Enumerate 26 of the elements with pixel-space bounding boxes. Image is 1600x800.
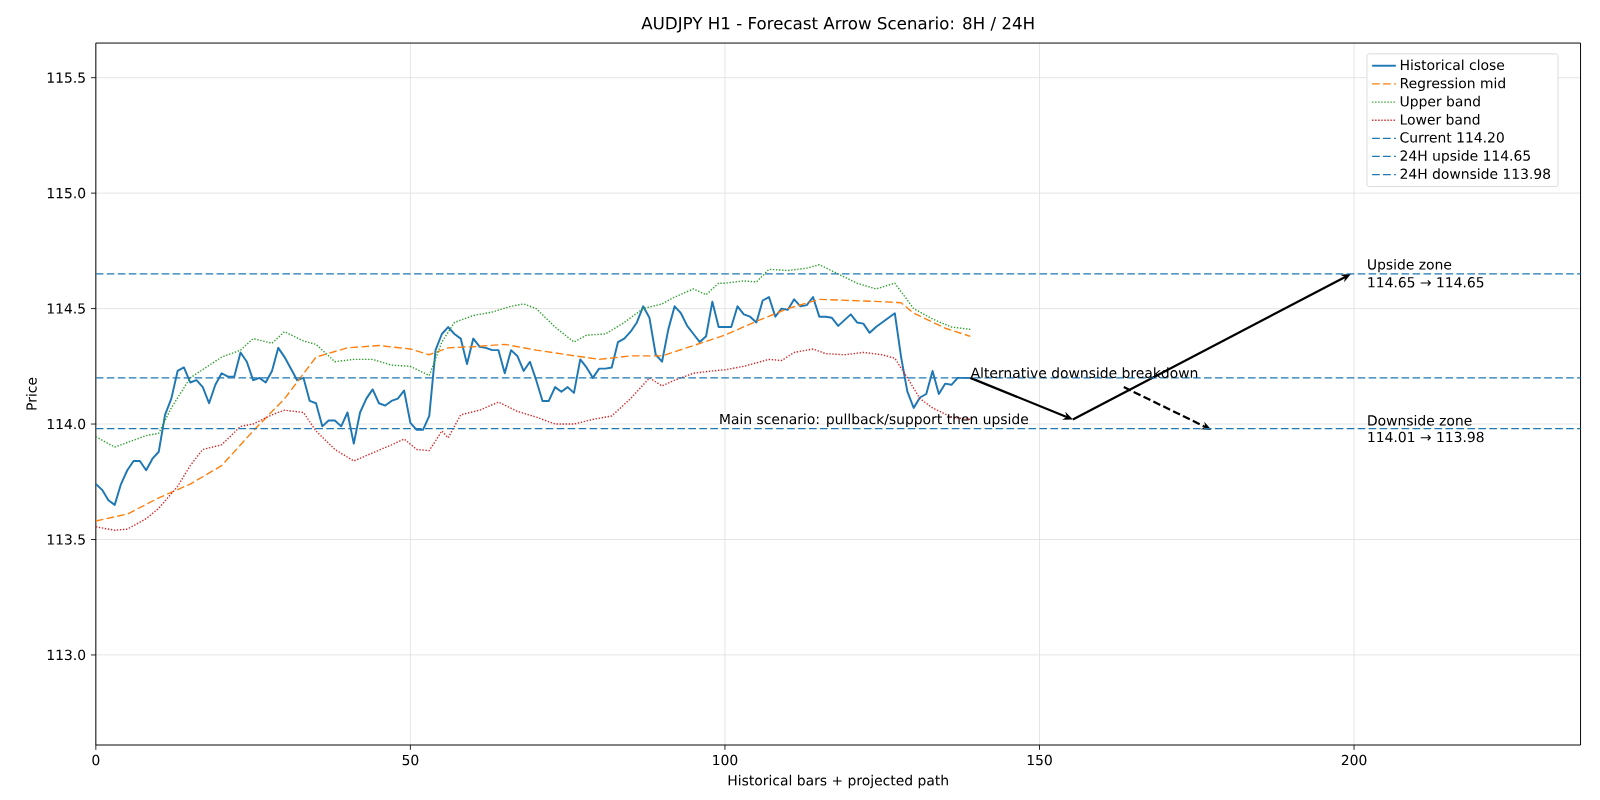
legend-label: Lower band [1400,113,1480,125]
annotation: 114.01 → 113.98 [1368,431,1484,443]
annotation: Downside zone [1368,414,1472,426]
x-tick-label: 150 [1027,754,1052,766]
y-axis-title: Price [26,377,37,410]
legend-label: Current 114.20 [1400,132,1504,143]
annotation: Upside zone [1368,258,1452,273]
legend-label: Historical close [1400,59,1505,71]
y-tick-label: 115.0 [47,187,86,199]
annotation: 114.65 → 114.65 [1368,277,1484,288]
legend-label: 24H upside 114.65 [1400,150,1530,164]
x-tick-label: 50 [402,754,419,766]
x-axis-title: Historical bars + projected path [728,774,948,789]
legend-label: 24H downside 113.98 [1400,168,1551,180]
chart-title: AUDJPY H1 - Forecast Arrow Scenario: 8H / 24H [641,16,1034,33]
y-tick-label: 113.0 [47,649,86,661]
legend-label: Regression mid [1400,77,1505,92]
y-tick-label: 114.5 [47,303,85,314]
annotation: Main scenario: pullback/support then upside [720,413,1029,427]
y-tick-label: 113.5 [47,534,85,545]
x-tick-label: 100 [713,754,738,766]
x-tick-label: 200 [1341,754,1367,766]
y-tick-label: 114.0 [47,418,86,430]
y-tick-label: 115.5 [47,72,85,83]
x-tick-label: 0 [92,754,100,766]
legend-label: Upper band [1400,95,1480,110]
